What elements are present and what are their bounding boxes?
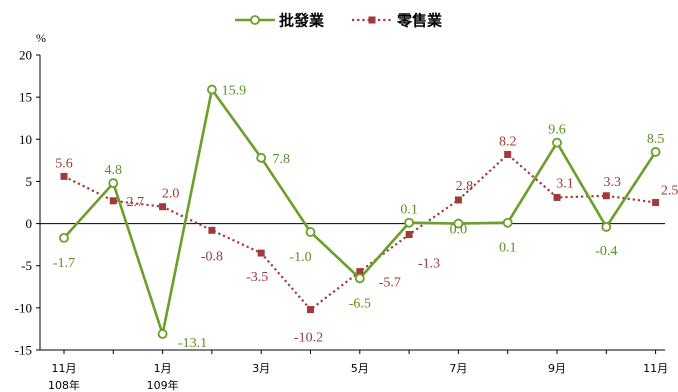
wholesale-point — [552, 137, 562, 148]
wholesale-point — [256, 152, 267, 163]
retail-data-label: 3.3 — [604, 175, 622, 190]
y-tick-label: -5 — [21, 258, 32, 273]
wholesale-data-label: 9.6 — [548, 123, 566, 138]
retail-point — [208, 226, 216, 234]
retail-point — [454, 196, 462, 204]
y-tick-label: 10 — [19, 132, 32, 147]
retail-data-label: 2.8 — [456, 179, 474, 194]
retail-data-label: -1.3 — [418, 257, 440, 272]
retail-data-label: 3.1 — [556, 176, 574, 191]
wholesale-point — [601, 222, 612, 232]
data-labels: -1.7 4.8 -13.1 15.9 7.8 -1.0 -6.5 0.1 0.0 0.1 9.6 -… — [53, 84, 678, 351]
y-axis-unit: % — [36, 31, 46, 45]
x-tick-label: 11月 — [643, 362, 668, 375]
retail-point — [553, 193, 561, 201]
x-year-label: 108年 — [48, 378, 80, 392]
y-tick-label: 0 — [26, 216, 33, 231]
y-tick-label: -10 — [15, 300, 32, 315]
x-tick-label: 1月 — [154, 362, 172, 375]
wholesale-point — [108, 178, 119, 189]
x-tick-label: 7月 — [449, 362, 467, 375]
wholesale-data-label: -0.4 — [595, 244, 617, 259]
x-tick-label: 9月 — [548, 362, 566, 375]
x-tick-label: 11月 — [52, 362, 77, 375]
retail-point — [602, 192, 610, 200]
retail-point — [159, 203, 167, 211]
x-tick-label: 3月 — [252, 362, 270, 375]
wholesale-data-label: 15.9 — [222, 84, 247, 99]
retail-point — [504, 150, 512, 158]
wholesale-point — [305, 227, 316, 237]
wholesale-data-label: 0.0 — [450, 223, 468, 238]
legend-retail-label: 零售業 — [396, 12, 443, 30]
retail-data-label: 2.0 — [162, 187, 180, 202]
retail-data-label: -3.5 — [246, 270, 268, 285]
wholesale-data-label: 4.8 — [105, 163, 123, 178]
wholesale-data-label: 7.8 — [272, 152, 290, 167]
y-tick-label: 5 — [26, 174, 33, 189]
wholesale-point — [502, 217, 513, 228]
retail-data-label: -10.2 — [294, 331, 323, 346]
wholesale-data-label: -1.7 — [53, 256, 75, 271]
wholesale-data-label: 8.5 — [647, 132, 665, 147]
x-tick-label: 5月 — [351, 362, 369, 375]
wholesale-data-label: 0.1 — [400, 203, 418, 218]
wholesale-point — [453, 218, 464, 229]
legend-retail-marker — [368, 16, 376, 24]
y-tick-label: -15 — [15, 343, 32, 358]
wholesale-data-label: -1.0 — [289, 250, 311, 265]
wholesale-point — [59, 232, 69, 243]
retail-data-label: 2.5 — [661, 184, 678, 199]
retail-point — [60, 172, 68, 180]
retail-point — [652, 199, 660, 206]
series-layer — [59, 84, 661, 340]
legend-wholesale-label: 批發業 — [279, 12, 325, 30]
x-year-label: 109年 — [147, 378, 179, 392]
wholesale-point — [650, 147, 661, 157]
wholesale-data-label: 0.1 — [499, 241, 517, 256]
retail-data-label: -5.7 — [379, 276, 401, 291]
retail-data-label: 8.2 — [499, 134, 517, 149]
legend-wholesale-marker — [250, 15, 260, 25]
wholesale-data-label: -13.1 — [178, 336, 207, 351]
axes: -15 -10 -5 0 5 10 15 20 11月 1月 3月 5月 7月 9月 11月 108年 109年 — [15, 48, 668, 392]
wholesale-point — [354, 273, 365, 284]
retail-point — [356, 268, 364, 276]
retail-data-label: -0.8 — [201, 249, 223, 264]
y-tick-label: 15 — [19, 90, 32, 105]
retail-point — [405, 231, 413, 239]
y-tick-label: 20 — [19, 48, 32, 63]
retail-point — [109, 197, 117, 205]
retail-data-label: 5.6 — [55, 156, 73, 171]
retail-data-label: 2.7 — [127, 195, 145, 210]
wholesale-point — [157, 329, 168, 339]
retail-point — [257, 249, 265, 257]
wholesale-point — [206, 84, 217, 95]
legend: 批發業 零售業 — [235, 12, 443, 30]
wholesale-point — [404, 217, 415, 228]
wholesale-data-label: -6.5 — [349, 296, 371, 311]
retail-point — [307, 306, 314, 314]
